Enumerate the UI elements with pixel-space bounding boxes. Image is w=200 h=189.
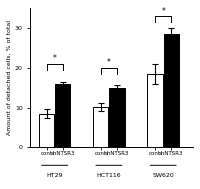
Bar <box>147 74 163 147</box>
Bar <box>55 84 70 147</box>
Bar <box>39 114 54 147</box>
Text: HT29: HT29 <box>46 173 63 178</box>
Bar <box>93 107 108 147</box>
Bar <box>164 34 179 147</box>
Text: *: * <box>53 54 57 63</box>
Text: SW620: SW620 <box>152 173 174 178</box>
Text: *: * <box>107 58 111 67</box>
Y-axis label: Amount of detached cells, % of total: Amount of detached cells, % of total <box>7 20 12 136</box>
Text: *: * <box>161 7 165 16</box>
Bar <box>109 88 125 147</box>
Text: HCT116: HCT116 <box>97 173 121 178</box>
